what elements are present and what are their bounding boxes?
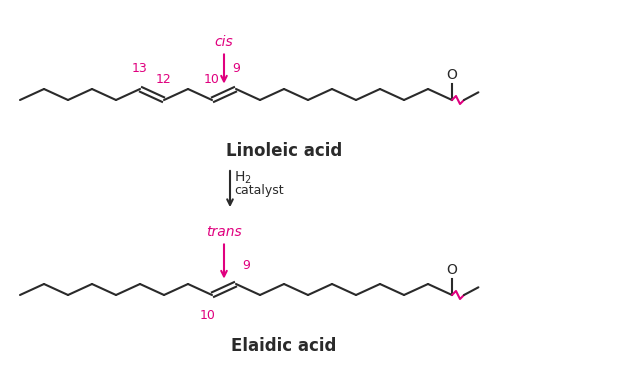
Text: Linoleic acid: Linoleic acid bbox=[226, 142, 342, 160]
Text: trans: trans bbox=[206, 225, 242, 239]
Text: H$_2$: H$_2$ bbox=[234, 170, 252, 186]
Text: 10: 10 bbox=[200, 309, 216, 322]
Text: catalyst: catalyst bbox=[234, 184, 284, 197]
Text: 13: 13 bbox=[132, 62, 148, 75]
Text: cis: cis bbox=[215, 35, 233, 50]
Text: 12: 12 bbox=[156, 73, 172, 86]
Text: 9: 9 bbox=[242, 259, 250, 272]
Text: 10: 10 bbox=[204, 73, 220, 86]
Text: O: O bbox=[447, 263, 457, 277]
Text: Elaidic acid: Elaidic acid bbox=[231, 337, 336, 355]
Text: 9: 9 bbox=[232, 62, 240, 75]
Text: O: O bbox=[447, 68, 457, 82]
